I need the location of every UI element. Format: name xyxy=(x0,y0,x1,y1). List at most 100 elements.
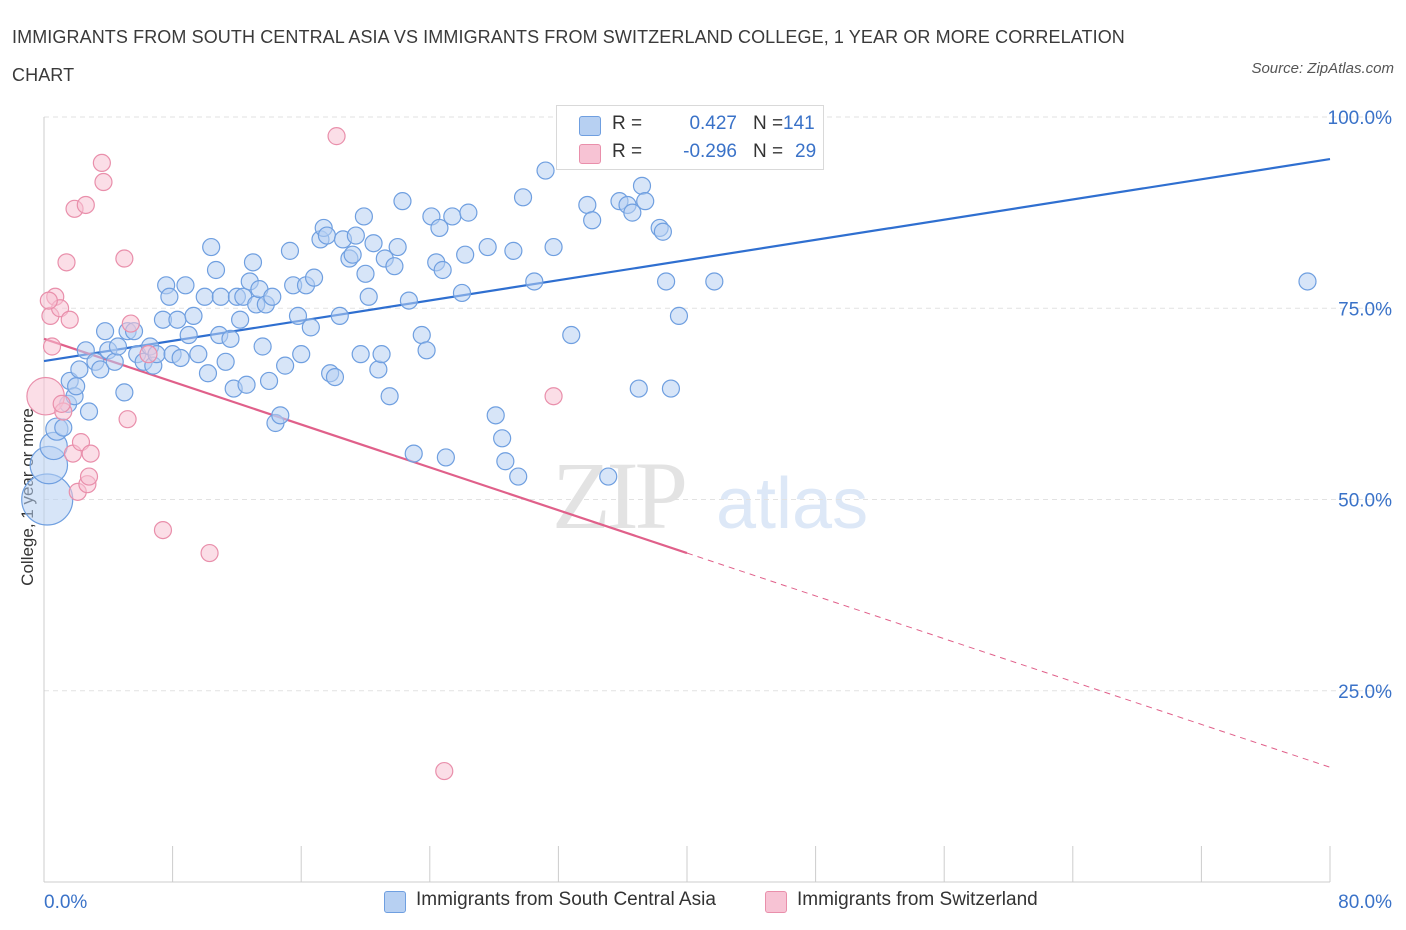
point-south-central-asia xyxy=(108,337,128,356)
point-south-central-asia xyxy=(359,287,378,306)
legend-swatch-pink xyxy=(579,144,601,164)
point-switzerland xyxy=(435,761,454,781)
x-tick-label: 0.0% xyxy=(44,892,87,913)
point-south-central-asia xyxy=(288,306,308,325)
point-south-central-asia xyxy=(452,283,472,303)
data-points xyxy=(21,127,1317,781)
point-south-central-asia xyxy=(67,377,86,396)
grid-lines xyxy=(44,116,1392,692)
point-south-central-asia xyxy=(171,348,190,368)
point-south-central-asia xyxy=(385,257,404,276)
point-south-central-asia xyxy=(211,287,230,306)
point-switzerland xyxy=(60,310,79,329)
point-south-central-asia xyxy=(364,234,383,253)
source-credit: Source: ZipAtlas.com xyxy=(1251,60,1394,77)
point-south-central-asia xyxy=(433,260,452,280)
y-tick-labels: 100.0% 75.0% 50.0% 25.0% xyxy=(1328,108,1393,703)
point-south-central-asia xyxy=(380,387,399,406)
point-switzerland xyxy=(200,543,219,563)
point-south-central-asia xyxy=(216,352,235,371)
point-south-central-asia xyxy=(504,241,523,260)
point-south-central-asia xyxy=(276,356,295,375)
point-south-central-asia xyxy=(189,345,208,364)
point-switzerland xyxy=(81,444,100,463)
point-south-central-asia xyxy=(160,287,179,306)
legend-item-label: Immigrants from Switzerland xyxy=(797,889,1038,910)
point-south-central-asia xyxy=(237,375,256,394)
point-south-central-asia xyxy=(179,325,198,345)
point-south-central-asia xyxy=(206,260,226,280)
point-south-central-asia xyxy=(657,272,676,291)
point-south-central-asia xyxy=(661,379,681,398)
point-south-central-asia xyxy=(399,291,419,310)
point-south-central-asia xyxy=(513,188,533,207)
point-south-central-asia xyxy=(705,272,724,291)
point-south-central-asia xyxy=(221,329,240,348)
point-south-central-asia xyxy=(599,467,618,486)
point-south-central-asia xyxy=(304,268,324,287)
y-tick-label: 50.0% xyxy=(1338,491,1392,512)
x-tick-label: 80.0% xyxy=(1338,892,1392,913)
point-south-central-asia xyxy=(243,253,263,272)
point-south-central-asia xyxy=(351,345,370,364)
point-south-central-asia xyxy=(356,264,375,283)
point-south-central-asia xyxy=(436,448,455,467)
point-south-central-asia xyxy=(54,418,73,437)
point-south-central-asia xyxy=(301,318,320,337)
point-south-central-asia xyxy=(343,245,362,264)
point-south-central-asia xyxy=(369,360,388,379)
point-switzerland xyxy=(115,249,134,268)
point-south-central-asia xyxy=(562,325,581,345)
point-south-central-asia xyxy=(259,371,279,391)
point-south-central-asia xyxy=(443,207,462,226)
point-switzerland xyxy=(76,195,95,215)
point-south-central-asia xyxy=(578,195,597,215)
trend-line-south-central-asia xyxy=(43,157,1331,363)
point-south-central-asia xyxy=(632,176,652,195)
point-south-central-asia xyxy=(509,467,528,486)
trend-lines xyxy=(43,157,1331,768)
watermark-atlas: atlas xyxy=(716,464,868,544)
point-south-central-asia xyxy=(393,192,412,211)
point-south-central-asia xyxy=(404,444,423,463)
legend-swatch-pink xyxy=(765,891,787,913)
point-south-central-asia xyxy=(280,241,300,260)
point-south-central-asia xyxy=(231,310,250,329)
trend-line-switzerland xyxy=(43,337,688,555)
point-south-central-asia xyxy=(412,325,431,345)
point-switzerland xyxy=(139,345,158,364)
point-south-central-asia xyxy=(536,161,555,180)
point-switzerland xyxy=(153,520,173,540)
point-switzerland xyxy=(79,467,99,486)
point-south-central-asia xyxy=(372,345,391,364)
y-tick-label: 25.0% xyxy=(1338,682,1392,703)
point-south-central-asia xyxy=(430,218,449,238)
point-south-central-asia xyxy=(544,237,563,257)
point-south-central-asia xyxy=(456,245,475,264)
legend-r-value: 0.427 xyxy=(689,113,737,134)
point-south-central-asia xyxy=(459,203,478,222)
point-south-central-asia xyxy=(271,406,290,425)
point-south-central-asia xyxy=(388,237,407,257)
correlation-legend: R = 0.427 N = 141 R = -0.296 N = 29 xyxy=(556,105,824,170)
legend-r-label: R = xyxy=(612,141,643,162)
point-south-central-asia xyxy=(346,226,365,245)
point-south-central-asia xyxy=(263,287,282,306)
point-south-central-asia xyxy=(623,203,642,222)
point-switzerland xyxy=(52,394,71,413)
point-south-central-asia xyxy=(525,272,544,291)
chart-title: IMMIGRANTS FROM SOUTH CENTRAL ASIA VS IM… xyxy=(12,27,1125,85)
point-south-central-asia xyxy=(417,341,436,360)
point-switzerland xyxy=(327,127,346,146)
point-south-central-asia xyxy=(486,406,505,425)
legend-n-value: 29 xyxy=(795,141,817,162)
legend-r-value: -0.296 xyxy=(683,141,737,162)
trend-line-switzerland-extension xyxy=(686,552,1331,768)
point-south-central-asia xyxy=(1298,272,1317,291)
point-south-central-asia xyxy=(636,192,655,211)
point-south-central-asia xyxy=(195,287,214,306)
point-south-central-asia xyxy=(176,276,195,295)
point-south-central-asia xyxy=(198,364,218,383)
point-south-central-asia xyxy=(493,429,512,448)
